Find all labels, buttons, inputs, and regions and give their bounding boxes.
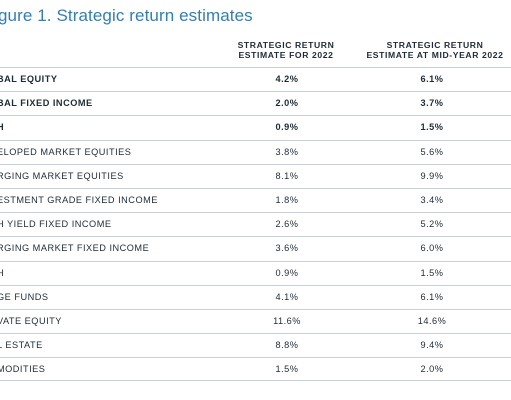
table-row: VATE EQUITY 11.6% 14.6% xyxy=(0,309,511,333)
table-row: GE FUNDS 4.1% 6.1% xyxy=(0,284,511,309)
estimate-mid-year-2022-value: 3.7% xyxy=(420,98,444,109)
column-header-line: ESTIMATE FOR 2022 xyxy=(238,50,334,60)
estimate-2022-value: 2.0% xyxy=(275,98,299,109)
table-row: MODITIES 1.5% 2.0% xyxy=(0,357,511,382)
estimate-2022-value: 8.1% xyxy=(275,170,299,181)
asset-class-label: ELOPED MARKET EQUITIES xyxy=(0,146,132,157)
estimate-mid-year-2022-value: 9.4% xyxy=(420,340,444,351)
estimate-2022-value: 11.6% xyxy=(273,316,301,326)
asset-class-label: BAL EQUITY xyxy=(0,74,58,84)
column-header-estimate-mid-year-2022: STRATEGIC RETURN ESTIMATE AT MID-YEAR 20… xyxy=(355,40,511,60)
estimate-mid-year-2022-value: 6.0% xyxy=(420,243,444,254)
estimate-2022-value: 4.2% xyxy=(275,74,299,84)
asset-class-label: H YIELD FIXED INCOME xyxy=(0,219,112,230)
asset-class-label: H xyxy=(0,267,5,278)
estimate-2022-value: 3.6% xyxy=(275,243,299,254)
table-row: ESTMENT GRADE FIXED INCOME 1.8% 3.4% xyxy=(0,188,511,212)
estimate-mid-year-2022-value: 2.0% xyxy=(420,364,444,375)
asset-class-label: H xyxy=(0,122,5,133)
table-row: H YIELD FIXED INCOME 2.6% 5.2% xyxy=(0,212,511,236)
estimate-mid-year-2022-value: 3.4% xyxy=(420,195,444,205)
column-header-line: ESTIMATE AT MID-YEAR 2022 xyxy=(366,50,504,60)
table-row: BAL EQUITY 4.2% 6.1% xyxy=(0,67,511,91)
table-row: H 0.9% 1.5% xyxy=(0,115,511,139)
table-row: RGING MARKET EQUITIES 8.1% 9.9% xyxy=(0,163,511,188)
estimate-2022-value: 3.8% xyxy=(275,146,299,157)
estimate-mid-year-2022-value: 1.5% xyxy=(420,122,444,133)
asset-class-label: ESTMENT GRADE FIXED INCOME xyxy=(0,195,158,205)
estimate-2022-value: 2.6% xyxy=(275,219,299,230)
asset-class-label: RGING MARKET EQUITIES xyxy=(0,170,124,181)
table-row: ELOPED MARKET EQUITIES 3.8% 5.6% xyxy=(0,139,511,164)
estimate-2022-value: 1.5% xyxy=(275,364,299,375)
estimate-2022-value: 0.9% xyxy=(275,267,299,278)
figure-title: gure 1. Strategic return estimates xyxy=(0,6,253,25)
table-row: RGING MARKET FIXED INCOME 3.6% 6.0% xyxy=(0,236,511,260)
asset-class-label: MODITIES xyxy=(0,364,46,375)
estimate-2022-value: 1.8% xyxy=(275,195,299,205)
table-row: H 0.9% 1.5% xyxy=(0,260,511,285)
asset-class-label: VATE EQUITY xyxy=(0,316,62,326)
estimate-2022-value: 4.1% xyxy=(275,291,299,302)
asset-class-label: L ESTATE xyxy=(0,340,43,351)
asset-class-label: GE FUNDS xyxy=(0,291,49,302)
estimate-2022-value: 0.9% xyxy=(275,122,299,133)
asset-class-label: RGING MARKET FIXED INCOME xyxy=(0,243,150,254)
estimate-mid-year-2022-value: 1.5% xyxy=(420,267,444,278)
column-header-line: STRATEGIC RETURN xyxy=(386,40,484,50)
table-row: L ESTATE 8.8% 9.4% xyxy=(0,333,511,357)
column-header-line: STRATEGIC RETURN xyxy=(237,40,335,50)
column-header-estimate-2022: STRATEGIC RETURN ESTIMATE FOR 2022 xyxy=(228,40,344,60)
estimate-mid-year-2022-value: 5.2% xyxy=(420,219,444,230)
estimate-2022-value: 8.8% xyxy=(275,340,299,351)
estimate-mid-year-2022-value: 14.6% xyxy=(417,316,447,326)
asset-class-label: BAL FIXED INCOME xyxy=(0,98,93,109)
estimate-mid-year-2022-value: 6.1% xyxy=(420,291,444,302)
table-row: BAL FIXED INCOME 2.0% 3.7% xyxy=(0,91,511,115)
estimate-mid-year-2022-value: 9.9% xyxy=(420,170,444,181)
estimate-mid-year-2022-value: 6.1% xyxy=(420,74,444,84)
estimate-mid-year-2022-value: 5.6% xyxy=(420,146,444,157)
